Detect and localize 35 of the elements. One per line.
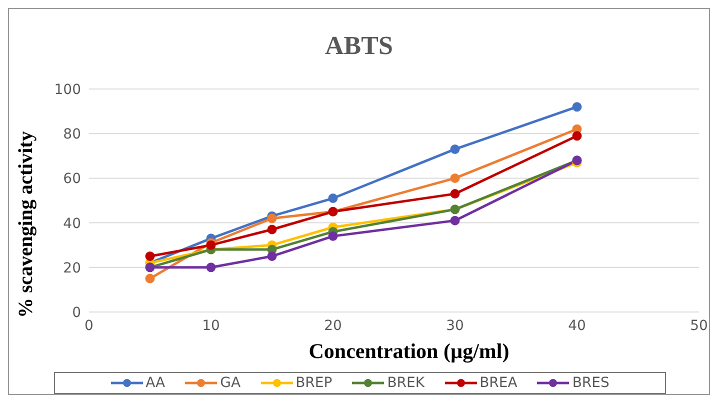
y-tick-label: 40	[63, 216, 81, 232]
point	[145, 274, 155, 284]
x-tick-label: 30	[446, 318, 464, 334]
x-tick-label: 50	[690, 318, 708, 334]
x-tick-label: 20	[324, 318, 342, 334]
point	[328, 231, 338, 241]
x-axis-title: Concentration (µg/ml)	[308, 339, 510, 364]
y-tick-label: 80	[63, 126, 81, 143]
x-tick-label: 10	[202, 318, 220, 334]
y-tick-label: 0	[72, 304, 81, 321]
point	[145, 252, 155, 261]
point	[267, 224, 277, 234]
point	[450, 189, 460, 199]
point	[328, 194, 338, 204]
legend-label: AA	[146, 375, 166, 391]
y-tick-label: 60	[63, 171, 81, 188]
legend-label: BREK	[387, 375, 425, 391]
point	[572, 131, 582, 141]
legend-label: GA	[220, 375, 241, 391]
y-tick-label: 20	[63, 260, 81, 276]
point	[450, 216, 460, 226]
point	[450, 173, 460, 183]
y-axis-title: % scavenging activity	[14, 130, 38, 318]
point	[267, 252, 277, 261]
x-tick-label: 0	[84, 318, 94, 334]
point	[206, 262, 216, 272]
legend-label: BREP	[296, 375, 332, 391]
point	[267, 214, 277, 224]
point	[572, 102, 582, 112]
chart-title: ABTS	[324, 31, 394, 61]
legend-label: BREA	[480, 375, 518, 391]
legend-label: BRES	[572, 375, 610, 391]
point	[450, 144, 460, 154]
y-tick-label: 100	[54, 82, 81, 98]
x-tick-label: 40	[568, 318, 586, 334]
